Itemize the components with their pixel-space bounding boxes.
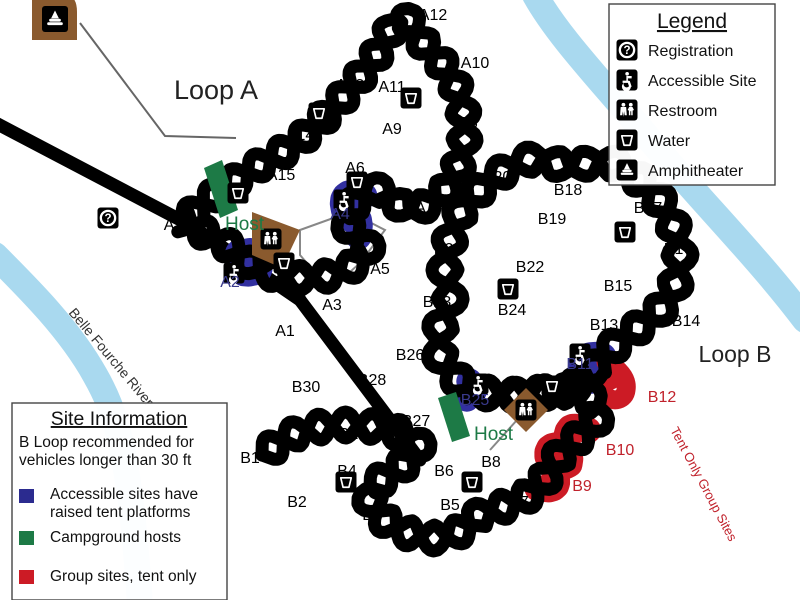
svg-text:Accessible sites have: Accessible sites have: [50, 486, 198, 503]
svg-text:A7: A7: [415, 200, 435, 217]
svg-text:vehicles longer than 30 ft: vehicles longer than 30 ft: [19, 452, 192, 469]
svg-text:Site Information: Site Information: [51, 408, 188, 430]
svg-text:B30: B30: [292, 379, 321, 396]
svg-text:B4: B4: [337, 463, 357, 480]
svg-text:A3: A3: [322, 297, 342, 314]
svg-text:B20: B20: [483, 169, 512, 186]
svg-text:Campground hosts: Campground hosts: [50, 529, 181, 546]
svg-text:A10: A10: [461, 55, 490, 72]
svg-text:B11: B11: [566, 356, 593, 373]
svg-text:A2: A2: [220, 274, 240, 291]
svg-text:B28: B28: [358, 372, 387, 389]
svg-text:Group sites, tent only: Group sites, tent only: [50, 568, 197, 585]
svg-text:raised tent platforms: raised tent platforms: [50, 504, 191, 521]
svg-text:B3: B3: [362, 507, 382, 524]
svg-text:A12: A12: [419, 7, 448, 24]
svg-text:B6: B6: [434, 463, 454, 480]
svg-text:Legend: Legend: [657, 10, 727, 33]
svg-text:B21: B21: [434, 241, 463, 258]
svg-text:Restroom: Restroom: [648, 103, 717, 120]
svg-text:A5: A5: [370, 261, 390, 278]
svg-text:Loop A: Loop A: [174, 75, 258, 105]
svg-text:B Loop recommended for: B Loop recommended for: [19, 434, 194, 451]
svg-text:A15: A15: [267, 167, 296, 184]
svg-text:B18: B18: [554, 182, 583, 199]
svg-text:A11: A11: [378, 79, 405, 96]
svg-text:B25: B25: [461, 392, 490, 409]
svg-text:A6: A6: [345, 160, 365, 177]
svg-text:B27: B27: [402, 413, 431, 430]
svg-text:B1: B1: [240, 450, 260, 467]
svg-text:A1: A1: [275, 323, 295, 340]
svg-text:B17: B17: [634, 200, 663, 217]
svg-text:B22: B22: [516, 259, 545, 276]
svg-text:B26: B26: [396, 347, 425, 364]
svg-text:B15: B15: [604, 278, 633, 295]
svg-text:A8: A8: [458, 115, 478, 132]
svg-text:B23: B23: [423, 294, 452, 311]
svg-text:Host: Host: [225, 214, 265, 235]
svg-text:B5: B5: [440, 497, 460, 514]
svg-text:B29: B29: [339, 426, 368, 443]
svg-text:B9: B9: [572, 478, 592, 495]
svg-text:Loop B: Loop B: [699, 341, 772, 367]
svg-text:B7: B7: [509, 494, 529, 511]
svg-text:B19: B19: [538, 211, 567, 228]
svg-text:B8: B8: [481, 454, 501, 471]
svg-text:Registration: Registration: [648, 43, 733, 60]
svg-text:A9: A9: [382, 121, 402, 138]
svg-text:Host: Host: [474, 424, 514, 445]
svg-text:?: ?: [104, 213, 111, 225]
svg-text:A14: A14: [286, 127, 315, 144]
svg-text:B12: B12: [648, 389, 677, 406]
svg-text:Accessible Site: Accessible Site: [648, 73, 757, 90]
svg-text:B24: B24: [498, 302, 527, 319]
svg-text:A4: A4: [330, 206, 350, 223]
svg-text:B10: B10: [606, 442, 635, 459]
svg-text:B2: B2: [287, 494, 307, 511]
svg-text:B16: B16: [664, 241, 693, 258]
svg-text:A13: A13: [336, 77, 365, 94]
svg-text:Amphitheater: Amphitheater: [648, 163, 744, 180]
svg-text:?: ?: [623, 45, 630, 57]
svg-text:A16: A16: [164, 217, 193, 234]
svg-text:B14: B14: [672, 313, 701, 330]
svg-text:B13: B13: [590, 317, 619, 334]
svg-text:Water: Water: [648, 133, 691, 150]
